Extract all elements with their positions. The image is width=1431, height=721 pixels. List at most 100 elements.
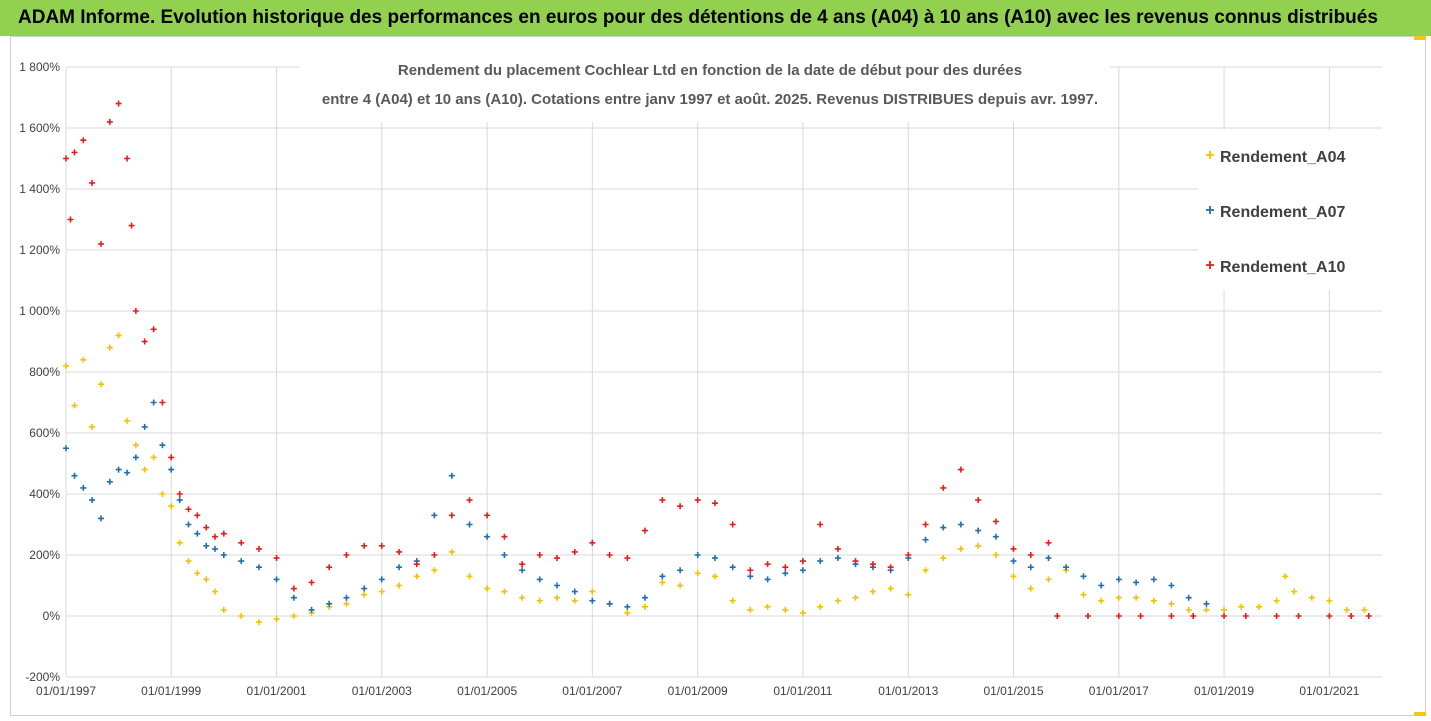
data-point [378, 576, 385, 583]
data-point [159, 399, 166, 406]
data-point [834, 545, 841, 552]
y-tick-label: -200% [25, 670, 60, 684]
data-point [519, 567, 526, 574]
data-point [220, 530, 227, 537]
data-point [98, 515, 105, 522]
data-point [1308, 594, 1315, 601]
data-point [63, 445, 69, 452]
y-tick-label: 1 200% [19, 243, 60, 257]
data-point [677, 503, 684, 510]
data-point [1343, 606, 1350, 613]
x-tick-label: 01/01/2013 [878, 684, 938, 698]
data-point [817, 603, 824, 610]
data-point [1361, 606, 1368, 613]
data-point [1295, 613, 1302, 619]
data-point [1080, 591, 1087, 598]
data-point [589, 588, 596, 595]
data-point [729, 521, 736, 528]
data-point [343, 552, 350, 558]
x-axis-ticks: 01/01/1997 01/01/1999 01/01/2001 01/01/2003… [36, 684, 1360, 698]
data-point [992, 552, 999, 558]
data-point [1045, 576, 1052, 583]
data-point [290, 613, 297, 619]
data-point [764, 561, 771, 568]
legend-label-a07: Rendement_A07 [1220, 204, 1345, 221]
data-point [1190, 613, 1197, 619]
data-point [624, 609, 631, 616]
data-point [273, 576, 280, 583]
data-point [203, 576, 210, 583]
data-point [711, 573, 718, 580]
data-point [729, 564, 736, 571]
data-point [501, 588, 508, 595]
data-point [128, 222, 135, 229]
data-point [571, 597, 578, 604]
data-point [431, 512, 438, 519]
x-tick-label: 01/01/2021 [1299, 684, 1359, 698]
data-point [1045, 555, 1052, 562]
legend: Rendement_A04 Rendement_A07 Rendement_A1… [1198, 130, 1384, 290]
y-tick-label: 800% [29, 365, 60, 379]
data-point [141, 338, 148, 345]
data-point [764, 576, 771, 583]
y-tick-label: 400% [29, 487, 60, 501]
data-point [194, 530, 201, 537]
data-point [80, 137, 87, 144]
data-point [448, 512, 455, 519]
data-point [1150, 597, 1157, 604]
data-point [466, 497, 473, 504]
data-point [89, 179, 96, 186]
data-point [106, 344, 113, 351]
data-point [729, 597, 736, 604]
data-point [80, 356, 87, 363]
legend-marker [1206, 261, 1214, 269]
data-point [992, 533, 999, 540]
y-tick-label: 1 800% [19, 60, 60, 74]
data-point [641, 603, 648, 610]
data-point [1203, 606, 1210, 613]
data-point [659, 579, 666, 586]
data-point [71, 149, 78, 156]
data-point [992, 518, 999, 525]
data-point [501, 533, 508, 540]
data-point [975, 497, 982, 504]
y-tick-label: 600% [29, 426, 60, 440]
y-tick-label: 200% [29, 548, 60, 562]
data-point [124, 155, 131, 162]
data-point [212, 533, 219, 540]
data-point [1256, 603, 1263, 610]
data-point [1115, 576, 1122, 583]
data-point [519, 561, 526, 568]
data-point [115, 100, 122, 107]
data-point [484, 512, 491, 519]
data-point [606, 600, 613, 607]
data-point [887, 585, 894, 592]
series-Rendement_A07 [63, 399, 1210, 613]
data-point [89, 497, 96, 504]
banner-title: ADAM Informe. Evolution historique des p… [0, 0, 1431, 36]
data-point [501, 552, 508, 558]
data-point [212, 588, 219, 595]
data-point [1168, 600, 1175, 607]
data-point [176, 539, 183, 546]
data-point [1348, 613, 1355, 619]
data-point [922, 567, 929, 574]
data-point [659, 573, 666, 580]
data-point [176, 491, 183, 497]
data-point [185, 521, 192, 528]
data-point [834, 597, 841, 604]
data-point [1010, 545, 1017, 552]
data-point [273, 555, 280, 562]
x-tick-label: 01/01/2007 [562, 684, 622, 698]
data-point [1238, 603, 1245, 610]
data-point [168, 503, 175, 510]
data-point [677, 582, 684, 589]
data-point [1221, 606, 1228, 613]
data-point [448, 472, 455, 479]
data-point [63, 155, 69, 162]
data-point [1045, 539, 1052, 546]
data-point [413, 573, 420, 580]
x-tick-label: 01/01/2015 [983, 684, 1043, 698]
